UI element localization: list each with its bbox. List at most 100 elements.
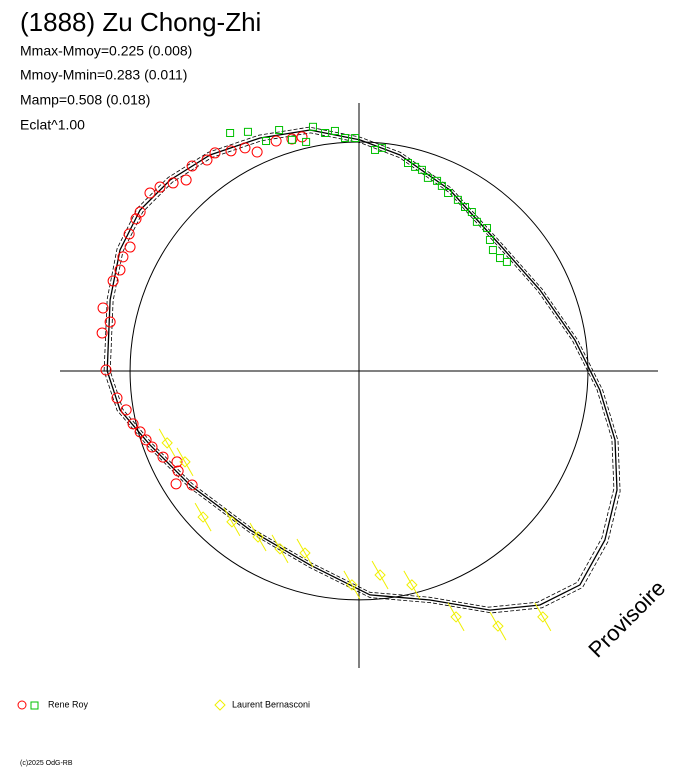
watermark: Provisoire (583, 575, 670, 662)
point (302, 137, 311, 146)
point (251, 146, 263, 158)
point (537, 611, 549, 623)
point (179, 456, 191, 468)
point (450, 611, 462, 623)
point (140, 434, 152, 446)
copyright: (c)2025 OdG-RB (20, 760, 73, 767)
point (437, 181, 446, 190)
point (262, 137, 271, 146)
error-bar (534, 602, 552, 632)
point (482, 224, 491, 233)
point (299, 547, 311, 559)
point (488, 246, 497, 255)
point (186, 479, 198, 491)
point (201, 154, 213, 166)
point (117, 251, 129, 263)
point (134, 426, 146, 438)
point (114, 264, 126, 276)
point (123, 228, 135, 240)
point (502, 257, 511, 266)
annotation: Mmax-Mmoy=0.225 (0.008) (20, 43, 192, 59)
point (144, 187, 156, 199)
error-bar (489, 611, 507, 641)
point (127, 418, 139, 430)
point (172, 465, 184, 477)
point (134, 206, 146, 218)
point (308, 122, 317, 131)
point (225, 145, 237, 157)
legend-label: Rene Roy (48, 699, 89, 709)
legend-marker (17, 700, 27, 710)
point (371, 145, 380, 154)
point (485, 235, 494, 244)
error-bar (296, 538, 314, 568)
error-bar (249, 522, 267, 552)
point (321, 129, 330, 138)
point (296, 131, 308, 143)
point (406, 579, 418, 591)
point (492, 620, 504, 632)
point (496, 254, 505, 263)
point (120, 404, 132, 416)
point (97, 302, 109, 314)
point (161, 437, 173, 449)
point (96, 327, 108, 339)
error-bar (343, 570, 361, 600)
legend-marker (30, 701, 39, 710)
point (467, 208, 476, 217)
legend-marker (214, 699, 226, 711)
point (461, 202, 470, 211)
model-curve-bound (109, 132, 615, 608)
point (107, 275, 119, 287)
point (124, 241, 136, 253)
point (170, 478, 182, 490)
point (146, 441, 158, 453)
point (154, 181, 166, 193)
error-bar (158, 428, 176, 458)
error-bar (403, 570, 421, 600)
error-bar (194, 502, 212, 532)
point (104, 316, 116, 328)
point (252, 531, 264, 543)
error-bar (223, 507, 241, 537)
point (472, 217, 481, 226)
point (239, 142, 251, 154)
point (180, 174, 192, 186)
point (171, 456, 183, 468)
error-bar (271, 534, 289, 564)
point (243, 127, 252, 136)
point (275, 126, 284, 135)
error-bar (371, 560, 389, 590)
point (274, 543, 286, 555)
annotation: Mmoy-Mmin=0.283 (0.011) (20, 67, 187, 83)
point (209, 147, 221, 159)
point (453, 195, 462, 204)
chart-title: (1888) Zu Chong-Zhi (20, 7, 261, 37)
point (374, 569, 386, 581)
point (433, 176, 442, 185)
point (330, 126, 339, 135)
point (444, 189, 453, 198)
error-bar (447, 602, 465, 632)
point (186, 160, 198, 172)
point (287, 135, 296, 144)
point (226, 129, 235, 138)
model-curve-bound (103, 126, 621, 614)
point (351, 134, 360, 143)
model-curve (106, 129, 618, 611)
annotation: Mamp=0.508 (0.018) (20, 92, 150, 108)
point (157, 451, 169, 463)
legend-label: Laurent Bernasconi (232, 699, 310, 709)
point (417, 165, 426, 174)
point (341, 134, 350, 143)
annotation: Eclat^1.00 (20, 117, 85, 133)
point (377, 143, 386, 152)
point (100, 364, 112, 376)
point (111, 392, 123, 404)
point (270, 135, 282, 147)
point (197, 511, 209, 523)
point (346, 579, 358, 591)
point (423, 173, 432, 182)
point (167, 177, 179, 189)
